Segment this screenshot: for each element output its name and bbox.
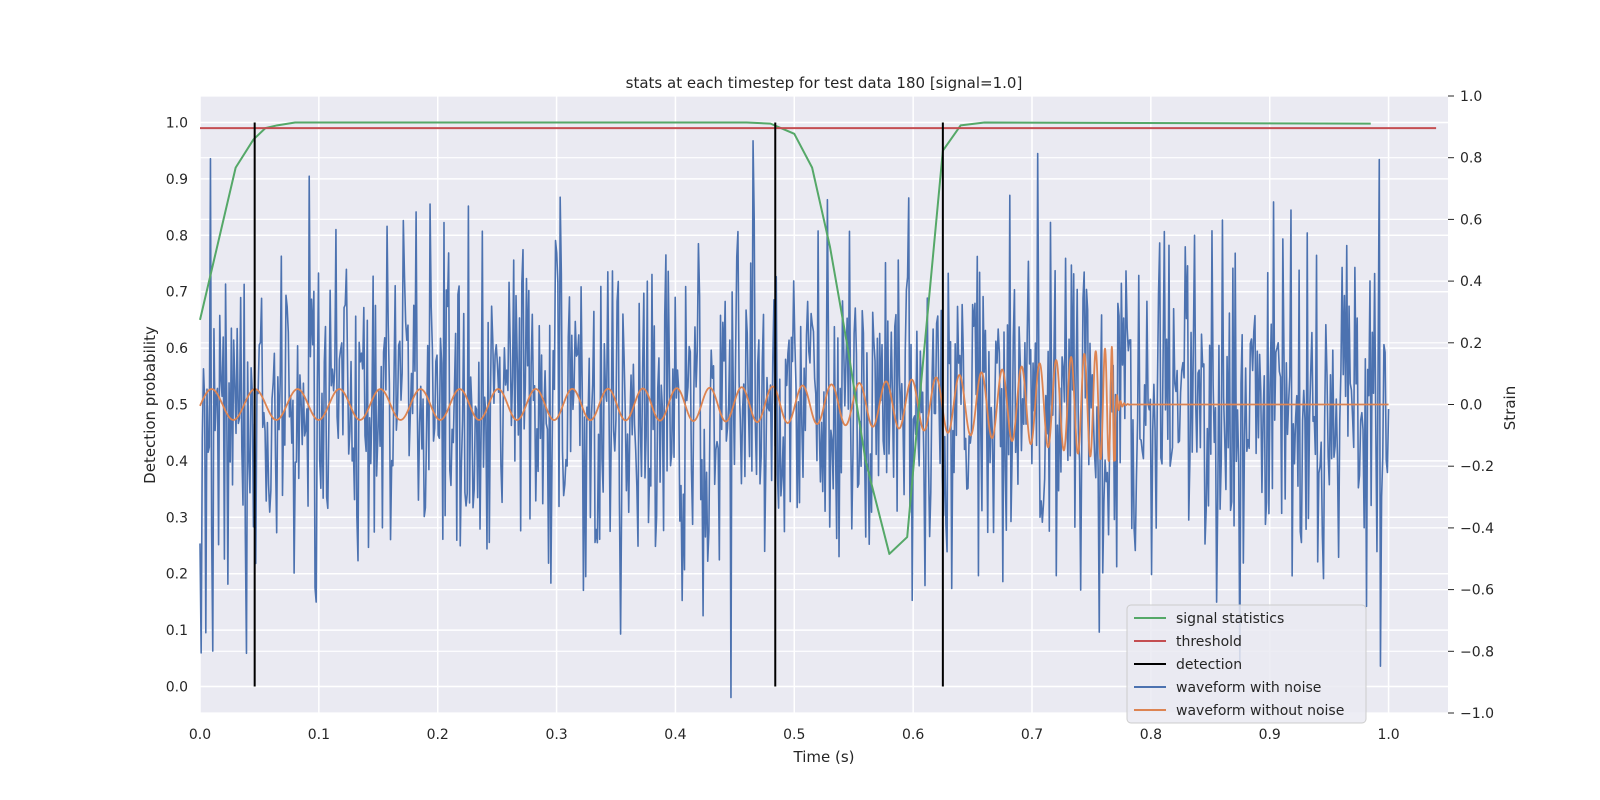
legend-label-detection: detection [1176,657,1242,673]
y-right-tick-label: 0.4 [1460,274,1482,290]
x-tick-label: 0.0 [189,727,211,743]
x-tick-label: 1.0 [1377,727,1399,743]
y-right-tick-label: −0.2 [1460,459,1494,475]
y-left-tick-label: 0.1 [166,623,188,639]
y-right-tick-label: −0.6 [1460,583,1494,599]
y-left-tick-label: 0.0 [166,679,188,695]
legend-label-threshold: threshold [1176,634,1242,650]
series-waveform-with-noise [199,139,1390,699]
y-right-tick-label: 0.6 [1460,212,1482,228]
y-right-tick-label: −1.0 [1460,706,1494,722]
x-tick-label: 0.1 [308,727,330,743]
waveform-without-noise-layer [199,345,1390,462]
detection-layer [253,122,944,687]
y-left-tick-label: 0.5 [166,398,188,414]
y-right-tick-label: −0.8 [1460,644,1494,660]
y-right-tick-label: 0.8 [1460,151,1482,167]
x-tick-label: 0.4 [664,727,686,743]
x-tick-labels: 0.0 0.1 0.2 0.3 0.4 0.5 0.6 0.7 0.8 0.9 1.0 [189,727,1400,743]
y-right-tick-labels: −1.0 −0.8 −0.6 −0.4 −0.2 0.0 0.2 0.4 0.6 0.8 1.0 [1448,89,1494,722]
y-left-tick-label: 1.0 [166,116,188,132]
legend-box [1126,604,1367,724]
y-axis-label-right: Strain [1501,386,1519,430]
x-tick-label: 0.5 [783,727,805,743]
y-left-tick-label: 0.7 [166,285,188,301]
y-left-tick-label: 0.6 [166,341,188,357]
x-tick-label: 0.3 [545,727,567,743]
chart-title: stats at each timestep for test data 180… [626,74,1023,92]
series-waveform-without-noise [199,345,1390,462]
legend-label-signal-statistics: signal statistics [1176,611,1284,627]
waveform-with-noise-layer [199,139,1390,699]
x-axis-label: Time (s) [793,748,855,766]
legend-label-waveform-with-noise: waveform with noise [1176,680,1321,696]
y-left-tick-label: 0.2 [166,567,188,583]
y-left-tick-labels: 0.0 0.1 0.2 0.3 0.4 0.5 0.6 0.7 0.8 0.9 1.0 [166,116,188,696]
y-left-tick-label: 0.8 [166,228,188,244]
y-left-tick-label: 0.9 [166,172,188,188]
y-right-tick-label: 1.0 [1460,89,1482,105]
legend-label-waveform-without-noise: waveform without noise [1176,703,1344,719]
legend: signal statistics threshold detection wa… [1126,604,1367,724]
y-right-tick-label: −0.4 [1460,521,1494,537]
x-tick-label: 0.2 [427,727,449,743]
x-tick-label: 0.6 [902,727,924,743]
y-right-tick-label: 0.0 [1460,398,1482,414]
y-right-tick-label: 0.2 [1460,336,1482,352]
x-tick-label: 0.7 [1021,727,1043,743]
y-left-tick-label: 0.4 [166,454,188,470]
y-left-tick-label: 0.3 [166,510,188,526]
y-axis-label-left: Detection probability [141,326,159,484]
x-tick-label: 0.9 [1259,727,1281,743]
x-tick-label: 0.8 [1140,727,1162,743]
